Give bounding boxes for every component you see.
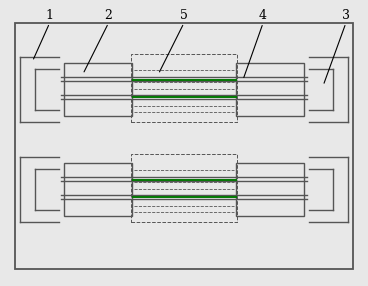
Bar: [236, 163, 304, 216]
Text: 1: 1: [46, 9, 54, 22]
Text: 5: 5: [180, 9, 188, 22]
Text: 4: 4: [259, 9, 267, 22]
Bar: [15, 23, 353, 269]
Bar: [131, 54, 237, 122]
Text: 3: 3: [342, 9, 350, 22]
Text: 2: 2: [105, 9, 113, 22]
Bar: [236, 63, 304, 116]
Bar: [131, 154, 237, 222]
Bar: [64, 163, 132, 216]
Bar: [64, 63, 132, 116]
